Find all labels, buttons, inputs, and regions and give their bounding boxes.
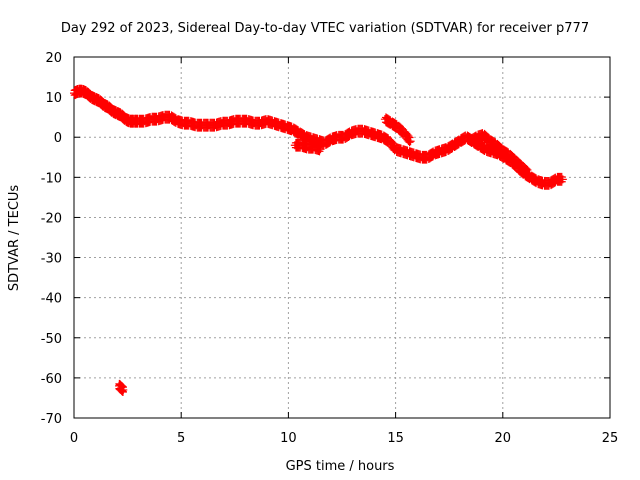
x-tick-label: 10 xyxy=(280,431,297,446)
plot-frame xyxy=(73,56,611,419)
y-tick-label: -70 xyxy=(41,412,62,427)
x-axis-label: GPS time / hours xyxy=(286,459,395,474)
data-point xyxy=(119,385,128,394)
y-tick-label: -30 xyxy=(41,252,62,267)
y-tick-label: -10 xyxy=(41,171,62,186)
series-outlier xyxy=(115,379,128,396)
data-point xyxy=(316,145,325,154)
data-point xyxy=(406,137,415,146)
y-tick-label: -60 xyxy=(41,372,62,387)
data-points xyxy=(70,84,567,396)
grid xyxy=(74,57,610,418)
data-point xyxy=(405,138,414,147)
x-tick-label: 5 xyxy=(177,431,185,446)
y-tick-label: 10 xyxy=(45,91,62,106)
x-tick-label: 20 xyxy=(495,431,512,446)
series-main-trace xyxy=(70,84,567,190)
y-tick-label: -20 xyxy=(41,211,62,226)
x-tick-label: 15 xyxy=(387,431,404,446)
y-tick-label: -40 xyxy=(41,292,62,307)
x-tick-label: 0 xyxy=(70,431,78,446)
y-axis-label: SDTVAR / TECUs xyxy=(7,185,22,292)
y-tick-label: -50 xyxy=(41,332,62,347)
chart-title: Day 292 of 2023, Sidereal Day-to-day VTE… xyxy=(61,21,589,36)
data-point xyxy=(558,175,567,184)
series-mid-branch xyxy=(466,129,533,179)
y-tick-label: 20 xyxy=(45,51,62,66)
x-tick-label: 25 xyxy=(602,431,619,446)
y-tick-label: 0 xyxy=(54,131,62,146)
data-point xyxy=(523,170,532,179)
data-point xyxy=(524,169,533,178)
axis-ticks: 20 10 0 -10 -20 -30 -40 -50 -60 -70 0 5 10 15 20 25 xyxy=(41,51,619,446)
series-lower-branch xyxy=(290,138,325,156)
series-upper-branch xyxy=(380,113,415,147)
